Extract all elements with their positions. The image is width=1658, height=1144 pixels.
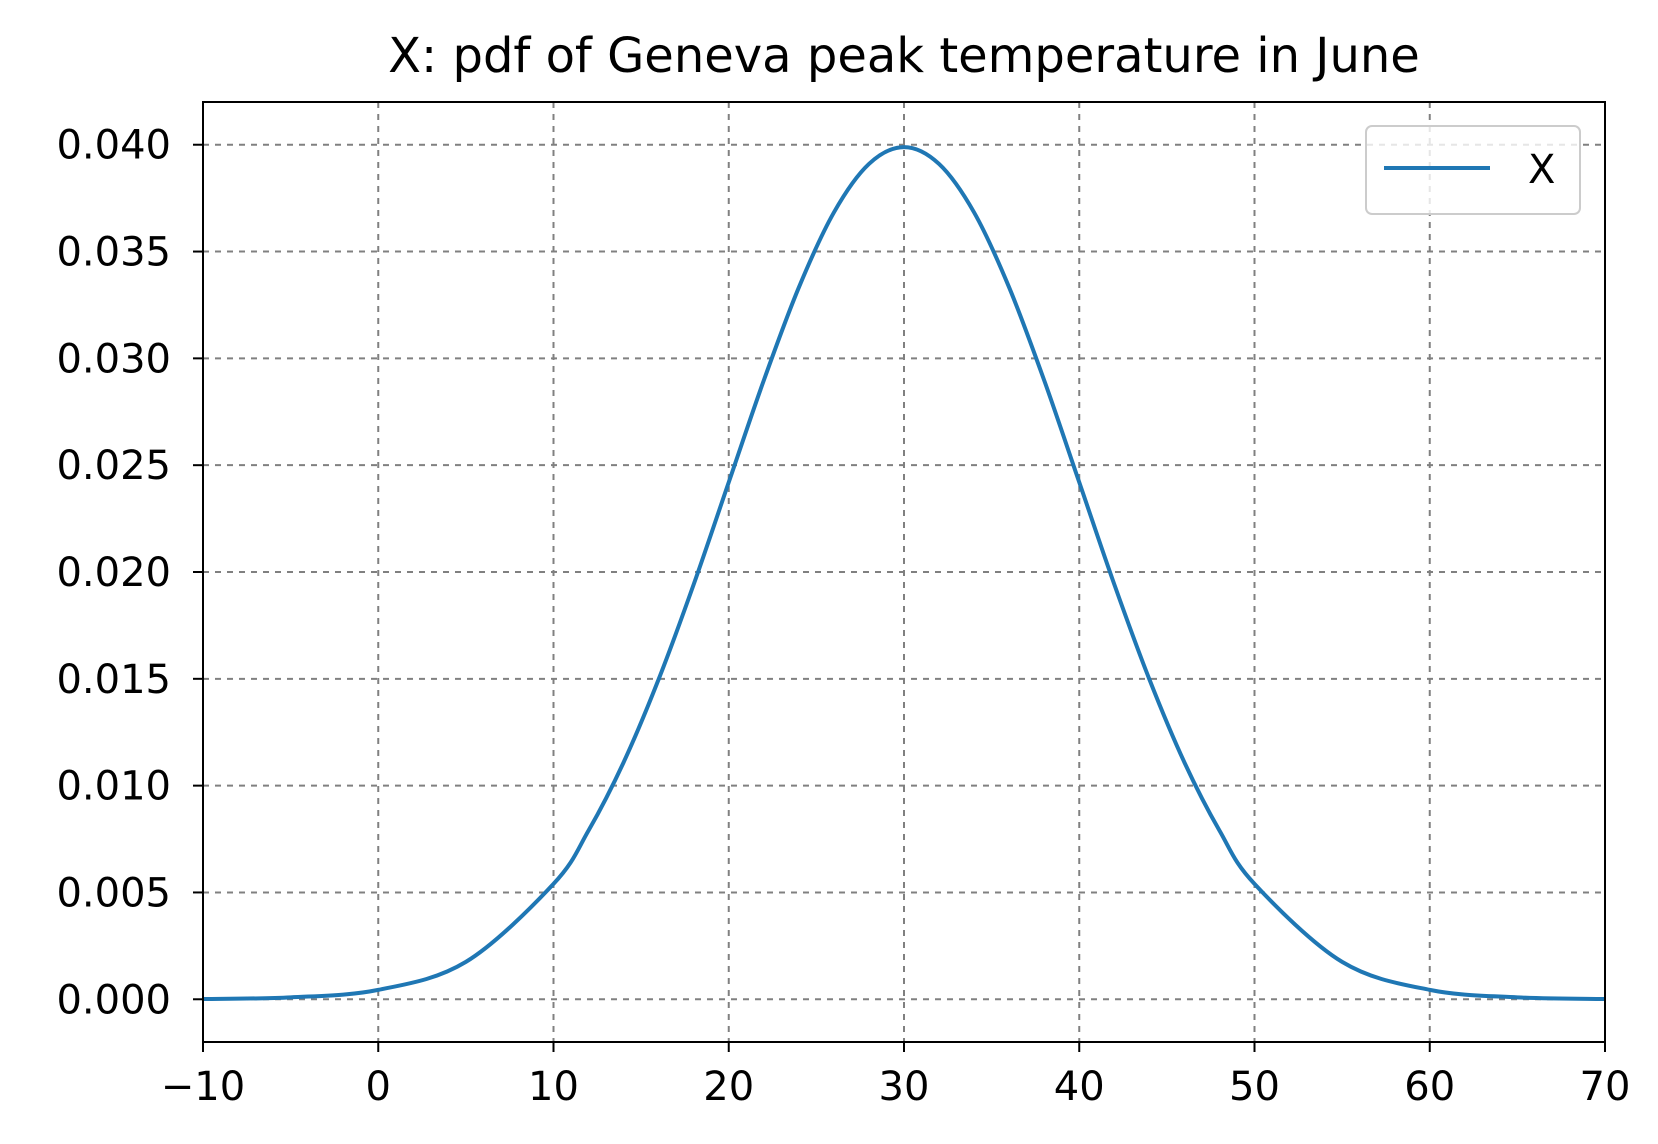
x-tick-label: 20 — [703, 1064, 754, 1110]
axis-ticks: −10 0 10 20 30 40 50 60 70 0.000 0.005 0.010 0.015 0.… — [56, 123, 1630, 1110]
series-line-x — [202, 145, 1606, 1002]
x-tick-label: 40 — [1054, 1064, 1105, 1110]
y-tick-label: 0.030 — [56, 336, 171, 382]
y-tick-label: 0.005 — [56, 870, 171, 916]
x-tick-label: 0 — [366, 1064, 391, 1110]
x-tick-label: 50 — [1229, 1064, 1280, 1110]
y-tick-label: 0.035 — [56, 230, 171, 276]
chart-title: X: pdf of Geneva peak temperature in Jun… — [388, 28, 1420, 84]
y-tick-label: 0.010 — [56, 764, 171, 810]
x-tick-label: −10 — [161, 1064, 245, 1110]
x-tick-label: 70 — [1580, 1064, 1631, 1110]
x-tick-label: 60 — [1404, 1064, 1455, 1110]
grid-lines — [203, 102, 1605, 1042]
y-tick-label: 0.025 — [56, 443, 171, 489]
legend-label-x: X — [1528, 147, 1555, 193]
x-tick-label: 10 — [528, 1064, 579, 1110]
y-tick-label: 0.020 — [56, 550, 171, 596]
series-layer — [202, 145, 1606, 1002]
y-tick-label: 0.015 — [56, 657, 171, 703]
legend: X — [1365, 125, 1581, 215]
y-tick-label: 0.000 — [56, 977, 171, 1023]
x-tick-label: 30 — [879, 1064, 930, 1110]
y-tick-label: 0.040 — [56, 123, 171, 169]
